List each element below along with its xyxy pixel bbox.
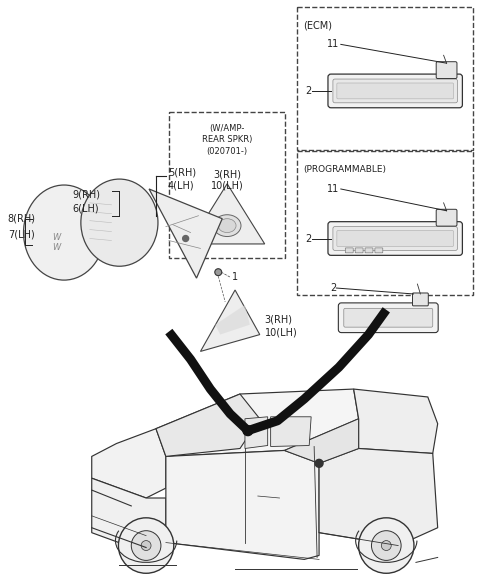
Text: 1: 1 (232, 272, 238, 282)
FancyBboxPatch shape (333, 226, 457, 250)
Polygon shape (271, 417, 311, 446)
FancyBboxPatch shape (337, 230, 454, 246)
Circle shape (359, 518, 414, 573)
FancyBboxPatch shape (328, 74, 462, 108)
Bar (297, 7, 473, 150)
Polygon shape (216, 305, 250, 335)
FancyBboxPatch shape (333, 79, 457, 103)
FancyBboxPatch shape (337, 83, 454, 99)
Bar (297, 151, 473, 295)
FancyBboxPatch shape (375, 248, 383, 253)
Text: 2: 2 (330, 283, 336, 293)
FancyBboxPatch shape (355, 248, 363, 253)
Circle shape (141, 541, 151, 551)
Circle shape (131, 531, 161, 560)
Circle shape (243, 425, 253, 435)
Polygon shape (149, 189, 222, 278)
FancyBboxPatch shape (328, 222, 462, 255)
Circle shape (183, 236, 189, 242)
Text: W
W: W W (52, 233, 60, 252)
Ellipse shape (24, 185, 105, 280)
Text: 9(RH): 9(RH) (72, 190, 100, 200)
Text: 2: 2 (305, 86, 311, 96)
Circle shape (381, 541, 391, 551)
Circle shape (119, 518, 174, 573)
Ellipse shape (213, 215, 241, 236)
Text: 5(RH): 5(RH) (168, 167, 196, 177)
Bar (169, 112, 286, 258)
Polygon shape (285, 419, 359, 463)
Ellipse shape (81, 179, 158, 266)
Text: 7(LH): 7(LH) (8, 229, 35, 240)
Text: 8(RH): 8(RH) (8, 214, 36, 223)
FancyBboxPatch shape (436, 62, 457, 79)
FancyBboxPatch shape (436, 210, 457, 226)
Text: (ECM): (ECM) (303, 20, 332, 31)
FancyBboxPatch shape (345, 248, 353, 253)
Text: 6(LH): 6(LH) (72, 204, 98, 214)
Text: 11: 11 (326, 40, 339, 49)
Polygon shape (156, 389, 359, 456)
Polygon shape (354, 389, 438, 453)
Text: (W/AMP-
REAR SPKR)
(020701-): (W/AMP- REAR SPKR) (020701-) (202, 123, 252, 156)
Text: 4(LH): 4(LH) (168, 180, 194, 190)
Polygon shape (92, 429, 166, 498)
FancyBboxPatch shape (365, 248, 373, 253)
Text: 10(LH): 10(LH) (211, 180, 243, 190)
FancyBboxPatch shape (338, 303, 438, 332)
Text: (PROGRAMMABLE): (PROGRAMMABLE) (303, 165, 386, 174)
Polygon shape (245, 417, 268, 449)
Text: 10(LH): 10(LH) (264, 328, 298, 338)
Text: 3(RH): 3(RH) (264, 315, 293, 325)
Polygon shape (92, 478, 166, 552)
Circle shape (315, 459, 323, 467)
Polygon shape (201, 290, 260, 352)
Text: 3(RH): 3(RH) (213, 169, 241, 179)
Polygon shape (190, 184, 264, 244)
Polygon shape (319, 449, 438, 545)
Text: 2: 2 (305, 233, 311, 243)
Circle shape (372, 531, 401, 560)
Ellipse shape (218, 219, 236, 233)
Text: 11: 11 (326, 184, 339, 194)
Circle shape (215, 269, 222, 276)
Polygon shape (156, 394, 260, 456)
Polygon shape (166, 450, 319, 559)
FancyBboxPatch shape (344, 308, 433, 327)
FancyBboxPatch shape (412, 293, 428, 306)
